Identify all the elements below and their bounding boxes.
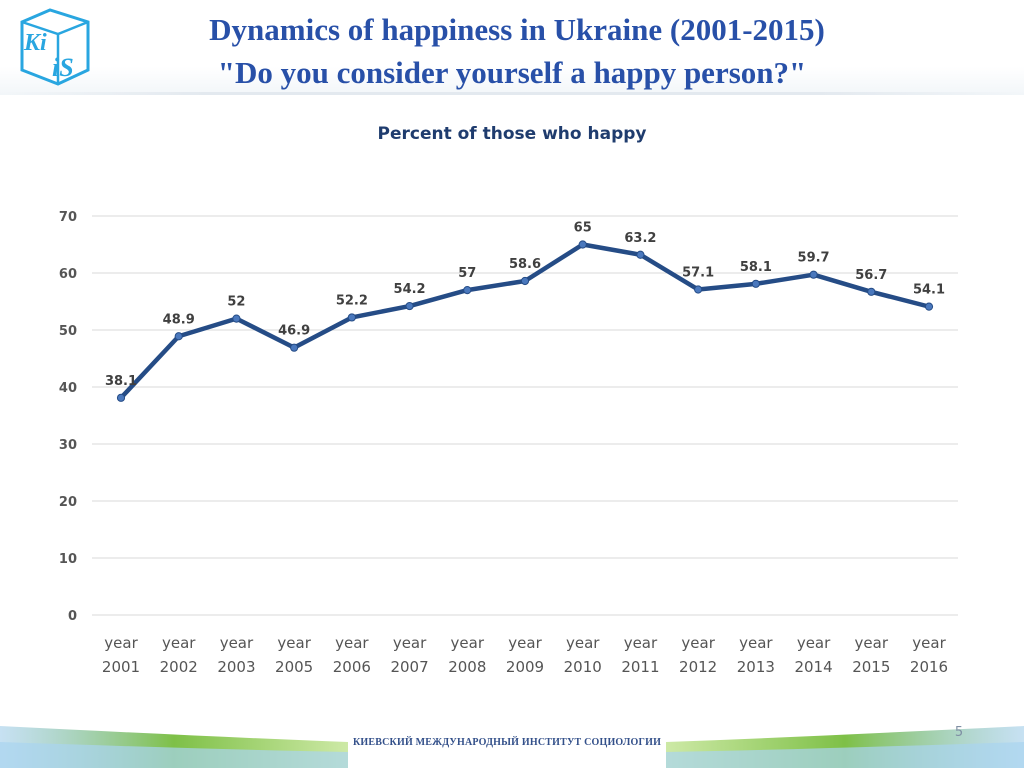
x-tick-label: 2011 — [621, 658, 659, 676]
x-axis-ticks: year 2001 year 2002 year 2003 year 2005 year 2006… — [102, 634, 948, 676]
x-tick-label: year — [220, 634, 254, 652]
data-label: 52 — [227, 295, 245, 310]
x-tick-label: 2005 — [275, 658, 313, 676]
y-tick-label: 10 — [59, 552, 77, 567]
svg-text:iS: iS — [52, 53, 74, 82]
data-point — [694, 285, 703, 294]
y-tick-label: 0 — [68, 609, 77, 624]
data-point — [347, 313, 356, 322]
x-tick-label: 2013 — [737, 658, 775, 676]
x-tick-label: 2001 — [102, 658, 140, 676]
x-tick-label: 2010 — [564, 658, 602, 676]
x-tick-label: 2009 — [506, 658, 544, 676]
x-tick-label: 2016 — [910, 658, 948, 676]
data-point — [174, 332, 183, 341]
data-label: 38.1 — [105, 374, 137, 389]
x-tick-label: year — [681, 634, 715, 652]
data-point — [290, 343, 299, 352]
data-point — [867, 287, 876, 296]
data-label: 58.1 — [740, 260, 772, 275]
data-point — [405, 301, 414, 311]
data-point — [463, 286, 472, 295]
chart-title: Percent of those who happy — [377, 124, 647, 144]
x-tick-label: year — [162, 634, 196, 652]
x-tick-label: year — [451, 634, 485, 652]
data-label: 46.9 — [278, 324, 310, 339]
x-tick-label: year — [104, 634, 138, 652]
data-point — [751, 279, 760, 288]
footer-band — [0, 726, 1024, 768]
data-label: 48.9 — [163, 312, 195, 327]
header-divider — [0, 92, 1024, 95]
y-tick-label: 20 — [59, 495, 77, 510]
x-tick-label: 2008 — [448, 658, 486, 676]
x-tick-label: year — [393, 634, 427, 652]
kiis-logo: Ki iS — [20, 8, 90, 86]
data-label: 54.2 — [394, 282, 426, 297]
y-tick-label: 70 — [59, 210, 77, 225]
x-tick-label: 2007 — [390, 658, 428, 676]
x-tick-label: year — [797, 634, 831, 652]
data-label: 57.1 — [682, 266, 714, 281]
y-axis-ticks: 0 10 20 30 40 50 60 70 — [59, 210, 77, 624]
x-tick-label: year — [277, 634, 311, 652]
data-point — [232, 314, 241, 323]
data-point — [924, 302, 934, 311]
data-point — [578, 240, 587, 249]
data-point — [520, 276, 530, 286]
x-tick-label: year — [624, 634, 658, 652]
page-number: 5 — [954, 725, 964, 740]
line-chart: 0 10 20 30 40 50 60 70 year 2001 year 2002 year 2003… — [59, 210, 958, 676]
data-label: 58.6 — [509, 257, 541, 272]
data-label: 56.7 — [855, 268, 887, 283]
data-point — [809, 270, 818, 279]
data-label: 65 — [574, 221, 592, 236]
x-tick-label: 2002 — [160, 658, 198, 676]
x-tick-label: year — [855, 634, 889, 652]
data-point — [636, 250, 645, 259]
footer-organization-name: КИЕВСКИЙ МЕЖДУНАРОДНЫЙ ИНСТИТУТ СОЦИОЛОГ… — [352, 737, 662, 748]
slide-title: Dynamics of happiness in Ukraine (2001-2… — [209, 12, 825, 47]
x-tick-label: year — [566, 634, 600, 652]
x-tick-label: year — [335, 634, 369, 652]
header-band — [0, 0, 1024, 95]
data-label: 63.2 — [624, 231, 656, 246]
x-tick-label: 2015 — [852, 658, 890, 676]
data-label: 59.7 — [798, 251, 830, 266]
y-tick-label: 50 — [59, 324, 77, 339]
x-tick-label: year — [508, 634, 542, 652]
data-labels: 38.1 48.9 52 46.9 52.2 54.2 57 58.6 65 63.2 57.1 58… — [105, 221, 945, 389]
x-tick-label: 2003 — [217, 658, 255, 676]
gridlines — [92, 215, 958, 616]
x-tick-label: year — [912, 634, 946, 652]
y-tick-label: 60 — [59, 267, 77, 282]
data-point — [116, 393, 126, 402]
data-label: 54.1 — [913, 283, 945, 298]
y-tick-label: 30 — [59, 438, 77, 453]
y-tick-label: 40 — [59, 381, 77, 396]
data-label: 57 — [458, 266, 476, 281]
x-tick-label: year — [739, 634, 773, 652]
x-tick-label: 2012 — [679, 658, 717, 676]
data-label: 52.2 — [336, 293, 368, 308]
slide-subtitle: "Do you consider yourself a happy person… — [217, 55, 807, 90]
x-tick-label: 2014 — [794, 658, 832, 676]
svg-text:Ki: Ki — [23, 30, 47, 56]
data-points — [116, 240, 934, 402]
x-tick-label: 2006 — [333, 658, 371, 676]
